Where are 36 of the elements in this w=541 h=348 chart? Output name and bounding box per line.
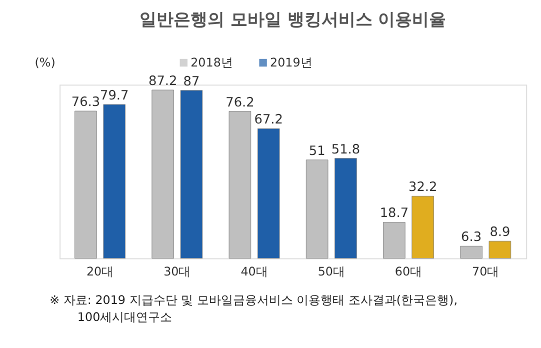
x-tick-label: 70대 [472, 264, 500, 279]
data-label: 87.2 [148, 74, 178, 90]
data-label: 8.9 [490, 225, 510, 240]
bar [257, 128, 280, 259]
y-axis-title: (%) [34, 56, 56, 70]
data-label: 67.2 [254, 112, 283, 128]
bar [103, 104, 126, 259]
bar [306, 160, 328, 259]
x-tick-label: 30대 [164, 264, 191, 279]
data-label: 51 [308, 144, 326, 159]
data-label: 51.8 [331, 142, 360, 158]
legend-label: 2018년 [190, 56, 233, 70]
bar [152, 90, 174, 259]
data-label: 76.2 [226, 95, 254, 110]
bar [412, 196, 434, 259]
bar [460, 246, 482, 259]
data-label: 87 [183, 74, 200, 90]
chart-title: 일반은행의 모바일 뱅킹서비스 이용비율 [140, 9, 446, 30]
bar [228, 110, 252, 259]
text: ※ 자료: 2019 지급수단 및 모바일금융서비스 이용행태 조사결과(한국은행), [50, 292, 458, 307]
bar [74, 110, 97, 259]
legend-label: 2019년 [270, 56, 312, 70]
bar [334, 158, 357, 259]
bar [180, 90, 203, 259]
x-tick-label: 20대 [86, 264, 114, 279]
text: 100세시대연구소 [77, 310, 172, 324]
data-label: 76.3 [71, 95, 100, 110]
data-label: 18.7 [380, 206, 409, 222]
bar [383, 222, 406, 259]
x-tick-label: 50대 [318, 264, 345, 279]
data-label: 79.7 [100, 88, 129, 104]
x-tick-label: 40대 [240, 264, 268, 279]
x-tick-label: 60대 [394, 264, 422, 279]
data-label: 32.2 [408, 180, 438, 196]
bar [488, 240, 512, 259]
data-label: 6.3 [461, 230, 482, 246]
